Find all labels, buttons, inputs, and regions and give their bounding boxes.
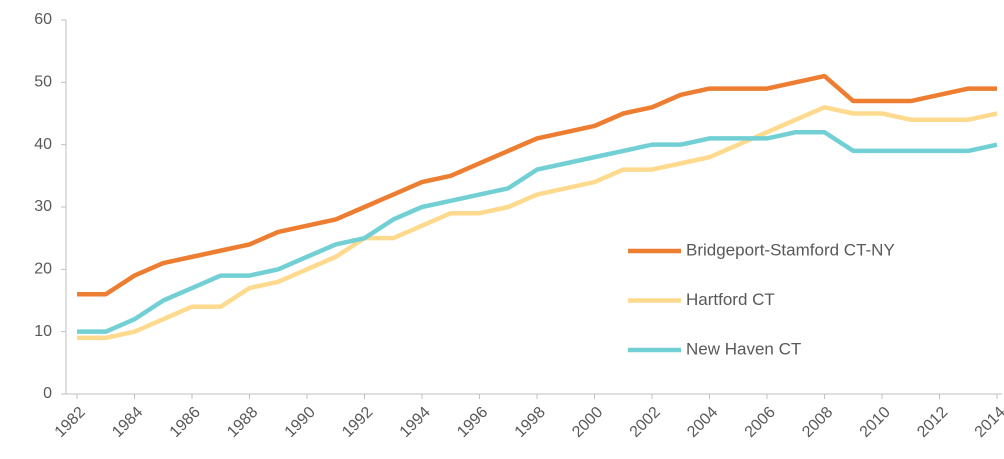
x-tick-label: 2010	[857, 404, 894, 441]
x-tick-label: 2012	[914, 404, 951, 441]
legend-label: New Haven CT	[686, 339, 801, 358]
y-tick-label: 50	[34, 74, 52, 91]
x-tick-label: 2014	[972, 404, 1004, 441]
legend-label: Hartford CT	[686, 290, 775, 309]
x-tick-label: 1992	[339, 404, 376, 441]
x-tick-label: 2008	[799, 404, 836, 441]
series-line	[77, 129, 998, 334]
series-line	[77, 73, 997, 297]
legend-label: Bridgeport-Stamford CT-NY	[686, 240, 895, 259]
y-tick-label: 0	[43, 385, 52, 402]
x-tick-label: 1988	[224, 404, 261, 441]
x-tick-label: 1996	[454, 404, 491, 441]
x-tick-label: 2002	[627, 404, 664, 441]
x-tick-label: 1990	[282, 404, 319, 441]
y-tick-label: 10	[34, 323, 52, 340]
x-tick-label: 1986	[167, 404, 204, 441]
x-tick-label: 2004	[684, 404, 721, 441]
y-tick-label: 40	[34, 136, 52, 153]
y-tick-label: 60	[34, 11, 52, 28]
x-tick-label: 1994	[397, 404, 434, 441]
x-tick-label: 2000	[569, 404, 606, 441]
y-tick-label: 30	[34, 198, 52, 215]
series-line	[77, 105, 998, 341]
y-tick-label: 20	[34, 261, 52, 278]
x-tick-label: 1982	[52, 404, 89, 441]
x-tick-label: 2006	[742, 404, 779, 441]
x-tick-label: 1998	[512, 404, 549, 441]
x-tick-label: 1984	[109, 404, 146, 441]
